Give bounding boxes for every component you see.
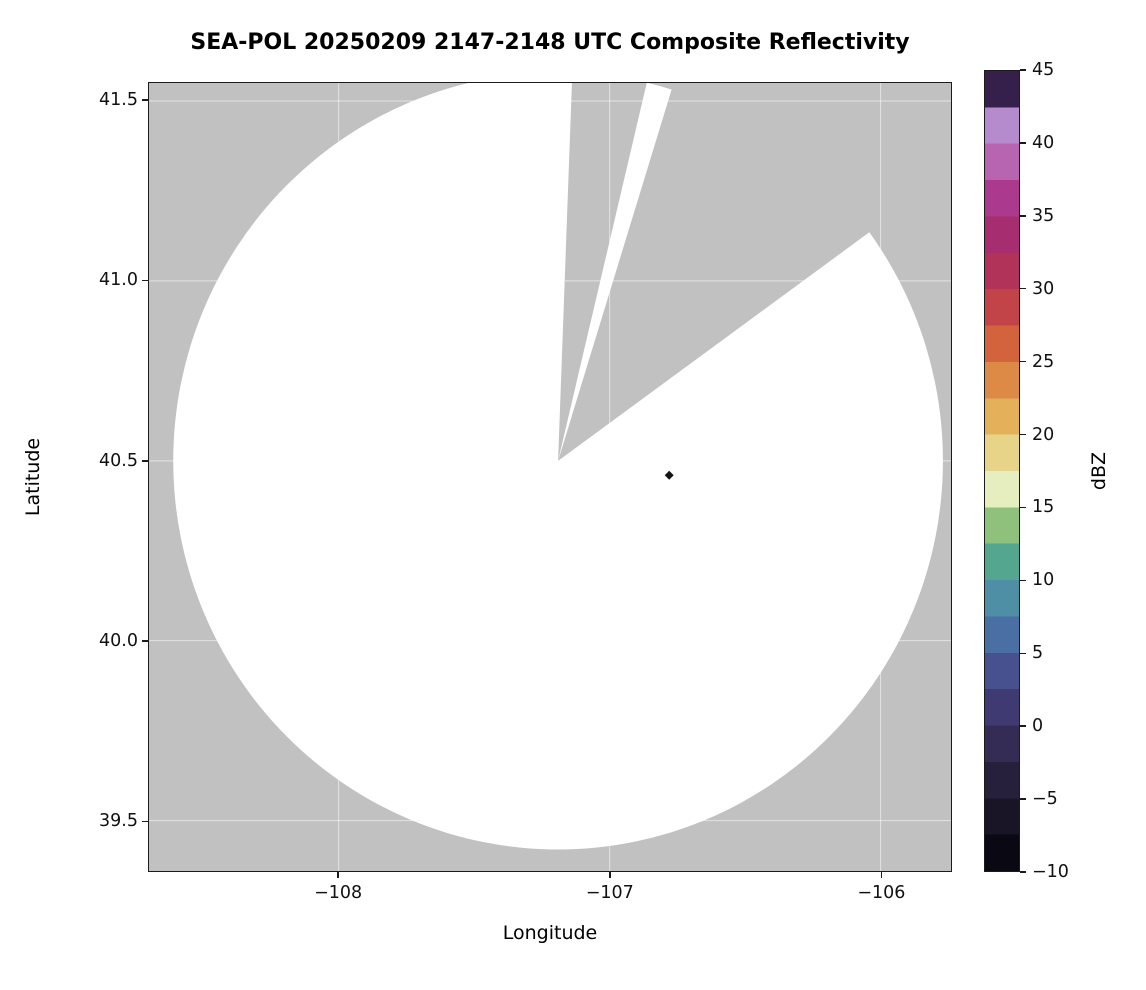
y-tick-label: 41.5 [99, 90, 138, 111]
colorbar-tick-mark [1020, 579, 1026, 582]
colorbar-tick-mark [1020, 287, 1026, 290]
y-tick-label: 41.0 [99, 270, 138, 291]
x-tick-mark [609, 872, 611, 878]
y-tick-label: 40.0 [99, 631, 138, 652]
x-tick-mark [337, 872, 339, 878]
chart-title: SEA-POL 20250209 2147-2148 UTC Composite… [190, 30, 910, 55]
colorbar-tick-mark [1020, 725, 1026, 727]
colorbar-tick-label: 15 [1032, 497, 1055, 518]
colorbar-tick-label: 0 [1032, 716, 1044, 737]
colorbar-tick-label: 45 [1032, 60, 1055, 80]
x-tick-label: −107 [585, 883, 634, 903]
colorbar-tick-label: −5 [1032, 789, 1058, 810]
colorbar-tick-label: −10 [1032, 862, 1069, 882]
colorbar-tick-mark [1020, 433, 1026, 436]
y-tick-label: 40.5 [99, 450, 138, 471]
colorbar-tick-label: 30 [1032, 278, 1055, 299]
colorbar-tick-label: 5 [1032, 643, 1044, 664]
colorbar-tick-mark [1020, 871, 1026, 873]
missing-data-sector-1 [558, 83, 647, 461]
y-axis-label: Latitude [22, 437, 44, 517]
y-tick-mark [142, 99, 148, 101]
colorbar-tick-label: 35 [1032, 205, 1055, 226]
y-tick-mark [142, 640, 148, 642]
x-tick-label: −106 [857, 883, 906, 903]
colorbar-tick-label: 40 [1032, 132, 1055, 153]
y-tick-label: 39.5 [99, 811, 138, 832]
colorbar-tick-mark [1020, 798, 1026, 800]
colorbar-label: dBZ [1088, 451, 1110, 491]
colorbar-tick-label: 20 [1032, 424, 1055, 445]
missing-data-sector-2 [558, 83, 951, 461]
y-tick-mark [142, 460, 148, 462]
colorbar-tick-mark [1020, 215, 1026, 217]
plot-area [148, 82, 952, 872]
y-tick-mark [142, 279, 148, 282]
x-tick-mark [880, 872, 883, 878]
colorbar-tick-mark [1020, 506, 1026, 509]
x-axis-label: Longitude [502, 922, 598, 944]
colorbar-tick-mark [1020, 69, 1026, 71]
colorbar [984, 70, 1020, 872]
colorbar-tick-mark [1020, 652, 1026, 655]
y-tick-mark [142, 820, 148, 823]
colorbar-tick-label: 10 [1032, 570, 1055, 591]
colorbar-tick-mark [1020, 142, 1026, 144]
colorbar-tick-mark [1020, 360, 1026, 363]
colorbar-tick-label: 25 [1032, 351, 1055, 372]
x-tick-label: −108 [314, 883, 363, 903]
radar-echo-point [664, 470, 674, 480]
radar-coverage-plot [149, 83, 951, 871]
